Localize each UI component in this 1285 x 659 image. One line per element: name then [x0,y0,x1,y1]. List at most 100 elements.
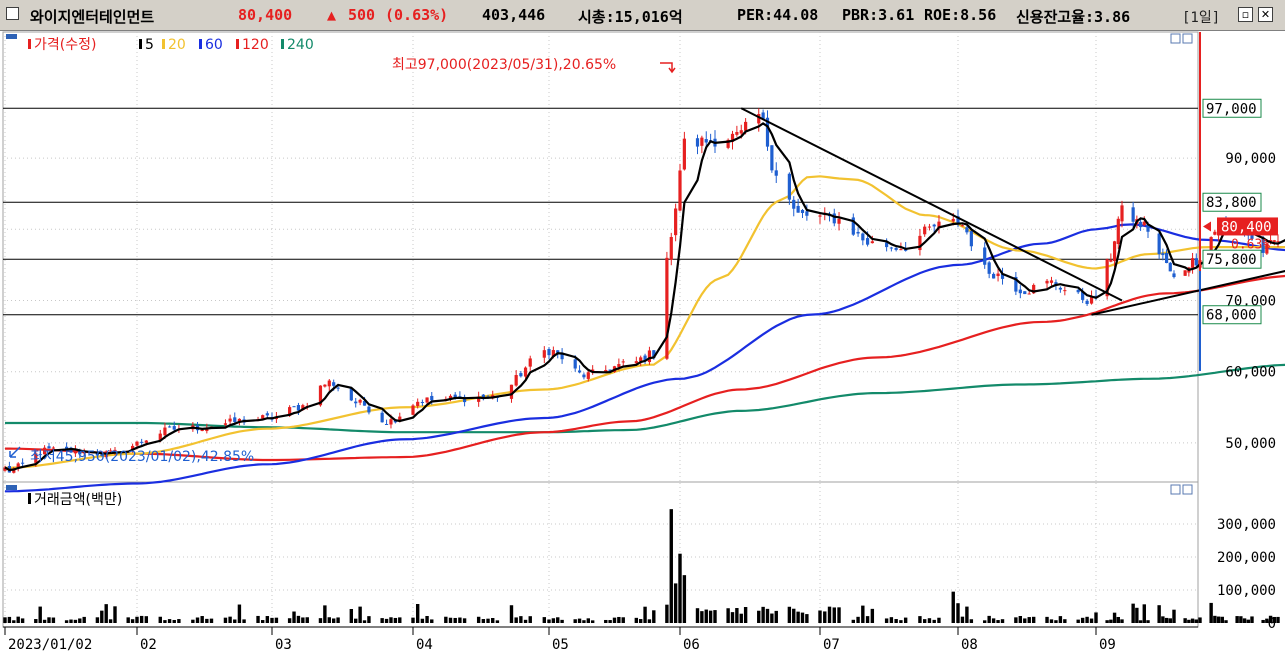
stock-name[interactable]: 와이지엔터테인먼트 [30,8,155,26]
volume-bar [1058,616,1063,623]
candle-body [301,405,305,411]
candle-body [796,205,800,213]
volume-bar [1194,619,1198,623]
candle-body [477,396,481,402]
volume-bar [200,616,204,623]
volume-bars [3,509,1280,623]
panel-menu-icon[interactable] [6,34,17,39]
legend-price-marker [28,39,31,49]
candle-body [519,373,523,377]
legend-ma60: 60 [205,37,223,53]
volume-bar [481,619,486,623]
candle-body [735,131,739,135]
level-label-box [1202,305,1262,325]
candle-body [288,407,292,416]
volume-bar [704,609,708,623]
candle-body [996,273,1000,277]
candle-body [34,453,38,463]
candle-body [669,236,673,260]
low-annotation: 최저45,950(2023/01/02),42.85% [30,449,254,465]
volume-bar [739,613,743,623]
candle-body [885,242,889,248]
volume-bar [292,611,296,623]
candle-body [792,199,796,209]
candle-body [393,420,397,423]
candle-body [586,372,590,379]
volume-bar [301,617,305,623]
volume-bar [528,616,532,623]
volume-bar [956,603,960,623]
candle-body [695,138,700,147]
candle-body [362,400,367,406]
volume-bar [1076,619,1080,623]
volume-bar [800,612,805,623]
candle-body [856,231,860,234]
volume-bar [818,610,822,623]
volume-bar [411,617,415,623]
panel-restore-icon[interactable] [1170,33,1181,44]
volume-bar [1220,616,1224,623]
candle-body [969,231,973,247]
volume-bar [960,616,965,623]
volume-panel-menu-icon[interactable] [6,485,17,490]
volume-bar [743,607,748,623]
current-price-box [1217,217,1278,236]
candle-body [1076,289,1080,293]
candle-body [1049,280,1054,283]
volume-bar [73,619,78,623]
candle-body [851,217,855,235]
candle-body [865,238,870,245]
candle-body [398,416,402,421]
candle-body [12,468,16,473]
level-label-box [1202,192,1262,212]
candle-body [109,450,113,452]
candle-body [634,361,638,364]
volume-bar [1168,618,1172,623]
panel-close-icon[interactable] [1182,33,1193,44]
volume-bar [639,619,643,623]
candle-body [604,369,608,372]
candle-body [744,121,748,131]
volume-bar [205,618,209,623]
restore-button[interactable]: ▫ [1238,7,1253,22]
volume-bar [1157,605,1161,623]
volume-bar [673,583,678,623]
candle-body [380,412,384,423]
candle-body [918,235,922,251]
volume-bar [7,616,12,623]
price-change: 500 [348,6,376,24]
close-button[interactable]: ✕ [1258,7,1273,22]
price-change-pct: (0.63%) [385,6,449,24]
volume-panel-restore-icon[interactable] [1170,484,1181,495]
volume-bar [223,617,228,623]
stock-chart[interactable]: 90,00070,00060,00050,00097,00083,80075,8… [0,31,1285,659]
candle-body [1276,241,1280,243]
candle-body [1014,276,1018,292]
volume-bar [327,617,331,623]
candle-body [573,359,577,369]
volume-bar [51,617,56,623]
ma20-path [5,175,1285,469]
x-axis-label: 05 [552,637,569,653]
candle-body [1085,300,1089,305]
period-selector[interactable]: [1일] [1182,10,1221,26]
volume-panel-close-icon[interactable] [1182,484,1193,495]
ma120-path [5,274,1285,462]
candle-body [1190,258,1195,268]
candle-body [757,114,761,124]
volume-bar [551,618,556,623]
volume-bar [861,605,865,623]
select-checkbox[interactable] [6,7,19,20]
volume-bar [305,617,309,623]
volume-bar [163,620,167,623]
volume-bar [1112,612,1117,623]
volume-bar [95,617,100,623]
credit-ratio: 신용잔고율:3.86 [1016,8,1131,26]
current-price: 80,400 [238,6,293,24]
volume-bar [20,618,25,623]
candle-body [1261,237,1265,253]
candle-body [384,424,389,426]
volume-bar [823,611,827,623]
level-label: 68,000 [1206,308,1257,324]
volume-bar [16,616,20,623]
